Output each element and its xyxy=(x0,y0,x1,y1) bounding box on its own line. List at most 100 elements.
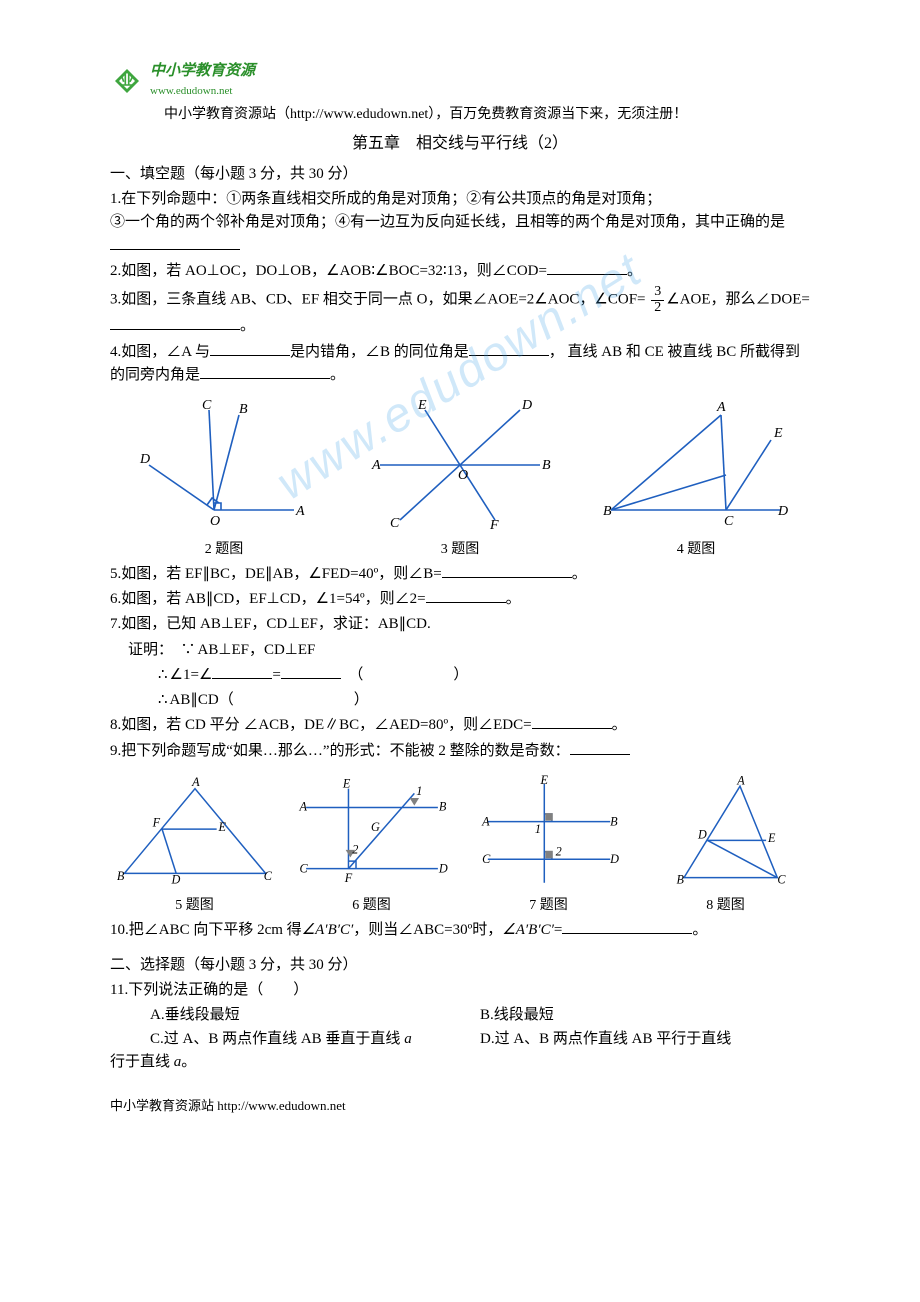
q7-proof: 证明： AB⊥EF，CD⊥EF ∠1=∠= （ ） AB∥CD（ ） xyxy=(128,639,810,713)
q3-blank[interactable] xyxy=(110,315,240,330)
q5-text: 5.如图，若 EF∥BC，DE∥AB，∠FED=40º，则∠B= xyxy=(110,566,442,582)
q1-opt1: ①两条直线相交所成的角是对顶角； xyxy=(226,188,466,211)
figure-4-caption: 4 题图 xyxy=(582,539,810,561)
svg-text:E: E xyxy=(539,773,548,787)
q9-blank[interactable] xyxy=(570,740,630,755)
site-logo-main: 中小学教育资源 xyxy=(150,60,255,83)
q7-blank-a[interactable] xyxy=(212,664,272,679)
therefore-icon-1 xyxy=(158,667,170,683)
question-2: 2.如图，若 AO⊥OC，DO⊥OB，∠AOB∶∠BOC=32∶13，则∠COD… xyxy=(110,260,810,283)
q10-end: 。 xyxy=(692,922,707,938)
q11-d-trail xyxy=(735,1031,750,1047)
site-logo-text: 中小学教育资源 www.edudown.net xyxy=(150,60,255,100)
question-10: 10.把∠ABC 向下平移 2cm 得∠A′B′C′，则当∠ABC=30º时，∠… xyxy=(110,919,810,942)
svg-text:B: B xyxy=(116,869,124,883)
svg-text:B: B xyxy=(438,799,446,813)
site-logo-row: 业 中小学教育资源 www.edudown.net xyxy=(110,60,810,100)
figure-3-caption: 3 题图 xyxy=(346,539,574,561)
q6-end: 。 xyxy=(506,591,521,607)
q11-d-1: D.过 A、B 两点作直线 AB 平行于直线 xyxy=(480,1031,731,1047)
question-4: 4.如图，∠A 与是内错角，∠B 的同位角是， 直线 AB 和 CE 被直线 B… xyxy=(110,341,810,388)
svg-text:B: B xyxy=(542,458,551,473)
q11-opt-c[interactable]: C.过 A、B 两点作直线 AB 垂直于直线 a xyxy=(150,1028,480,1051)
svg-text:D: D xyxy=(521,398,532,413)
svg-text:C: C xyxy=(202,398,212,413)
svg-text:2: 2 xyxy=(555,844,561,858)
q10-c: ，则当∠ABC=30º时， xyxy=(353,922,502,938)
q6-text: 6.如图，若 AB∥CD，EF⊥CD，∠1=54º，则∠2= xyxy=(110,591,426,607)
svg-text:C: C xyxy=(777,872,786,886)
svg-text:1: 1 xyxy=(416,784,422,798)
q5-blank[interactable] xyxy=(442,563,572,578)
q4-blank-3[interactable] xyxy=(200,364,330,379)
q7-p2b: = xyxy=(272,667,280,683)
q2-end: 。 xyxy=(627,263,642,279)
q7-blank-b[interactable] xyxy=(281,664,341,679)
q10-a: 10.把∠ABC 向下平移 2cm 得 xyxy=(110,922,302,938)
q11-opt-b[interactable]: B.线段最短 xyxy=(480,1004,810,1027)
figure-2: A B C D O 2 题图 xyxy=(110,395,338,561)
question-9: 9.把下列命题写成“如果…那么…”的形式：不能被 2 整除的数是奇数： xyxy=(110,740,810,763)
svg-text:B: B xyxy=(610,814,618,828)
q4-blank-1[interactable] xyxy=(210,341,290,356)
figure-row-2: A B C D E F 5 题图 xyxy=(110,771,810,917)
q7-proof-line-1: 证明： AB⊥EF，CD⊥EF xyxy=(128,639,810,662)
figure-3: A B C D E F O 3 题图 xyxy=(346,395,574,561)
q7-p2c: （ xyxy=(356,667,364,683)
question-3: 3.如图，三条直线 AB、CD、EF 相交于同一点 O，如果∠AOE=2∠AOC… xyxy=(110,285,810,339)
q7-proof-line-2: ∠1=∠= （ ） xyxy=(158,664,810,687)
q11-d-end: 。 xyxy=(181,1054,196,1070)
svg-text:O: O xyxy=(210,514,220,529)
because-icon xyxy=(181,642,198,658)
q7-proof-label: 证明： xyxy=(128,642,166,658)
frac-den: 2 xyxy=(651,301,664,316)
section-2-title: 二、选择题（每小题 3 分，共 30 分） xyxy=(110,954,810,977)
figure-4: A B C D E 4 题图 xyxy=(582,395,810,561)
svg-text:C: C xyxy=(390,516,400,531)
svg-text:D: D xyxy=(609,852,619,866)
q3-text-a: 3.如图，三条直线 AB、CD、EF 相交于同一点 O，如果∠AOE=2∠AOC… xyxy=(110,292,646,308)
q11-c-var: a xyxy=(404,1031,412,1047)
svg-text:A: A xyxy=(716,400,726,415)
figure-7: E AB CD 1 2 7 题图 xyxy=(464,771,633,917)
q4-b: 是内错角，∠B 的同位角是 xyxy=(290,344,469,360)
q2-text: 2.如图，若 AO⊥OC，DO⊥OB，∠AOB∶∠BOC=32∶13，则∠COD… xyxy=(110,263,547,279)
svg-text:G: G xyxy=(371,820,380,834)
q1-blank[interactable] xyxy=(110,235,240,250)
question-6: 6.如图，若 AB∥CD，EF⊥CD，∠1=54º，则∠2= 。 xyxy=(110,588,810,611)
figure-row-1: A B C D O 2 题图 A B C xyxy=(110,395,810,561)
svg-text:A: A xyxy=(481,814,490,828)
svg-text:E: E xyxy=(417,398,427,413)
q7-p3b: ） xyxy=(354,692,369,708)
q4-blank-2[interactable] xyxy=(469,341,549,356)
site-logo-icon: 业 xyxy=(110,63,144,97)
q2-blank[interactable] xyxy=(547,260,627,275)
q4-a: 4.如图，∠A 与 xyxy=(110,344,210,360)
figure-7-caption: 7 题图 xyxy=(464,895,633,917)
page: www.edudown.net 业 中小学教育资源 www.edudown.ne… xyxy=(0,0,920,1156)
q8-blank[interactable] xyxy=(532,714,612,729)
q11-opt-a[interactable]: A.垂线段最短 xyxy=(150,1004,480,1027)
q7-p3a: AB∥CD（ xyxy=(170,692,234,708)
q1-opt4: ④有一边互为反向延长线，且相等的两个角是对顶角，其中正确的是 xyxy=(335,211,785,234)
svg-text:D: D xyxy=(777,504,788,519)
svg-text:E: E xyxy=(341,777,350,791)
figure-6-caption: 6 题图 xyxy=(287,895,456,917)
svg-text:C: C xyxy=(482,852,491,866)
svg-text:D: D xyxy=(697,827,707,841)
svg-text:A: A xyxy=(371,458,381,473)
q8-text: 8.如图，若 CD 平分 ∠ACB，DE∥BC，∠AED=80º，则∠EDC= xyxy=(110,717,532,733)
svg-text:E: E xyxy=(773,426,783,441)
svg-text:业: 业 xyxy=(120,73,134,89)
q3-text-b: ∠AOE，那么∠DOE= xyxy=(666,292,810,308)
q10-blank[interactable] xyxy=(562,919,692,934)
frac-num: 3 xyxy=(651,285,664,301)
q11-options: A.垂线段最短 B.线段最短 C.过 A、B 两点作直线 AB 垂直于直线 a … xyxy=(150,1004,810,1074)
section-1-title: 一、填空题（每小题 3 分，共 30 分） xyxy=(110,163,810,186)
q11-opt-d[interactable]: D.过 A、B 两点作直线 AB 平行于直线 xyxy=(480,1028,810,1051)
svg-text:F: F xyxy=(489,518,499,533)
q3-fraction: 32 xyxy=(651,285,664,315)
chapter-title: 第五章 相交线与平行线（2） xyxy=(110,132,810,157)
svg-text:A: A xyxy=(298,799,307,813)
q6-blank[interactable] xyxy=(426,588,506,603)
